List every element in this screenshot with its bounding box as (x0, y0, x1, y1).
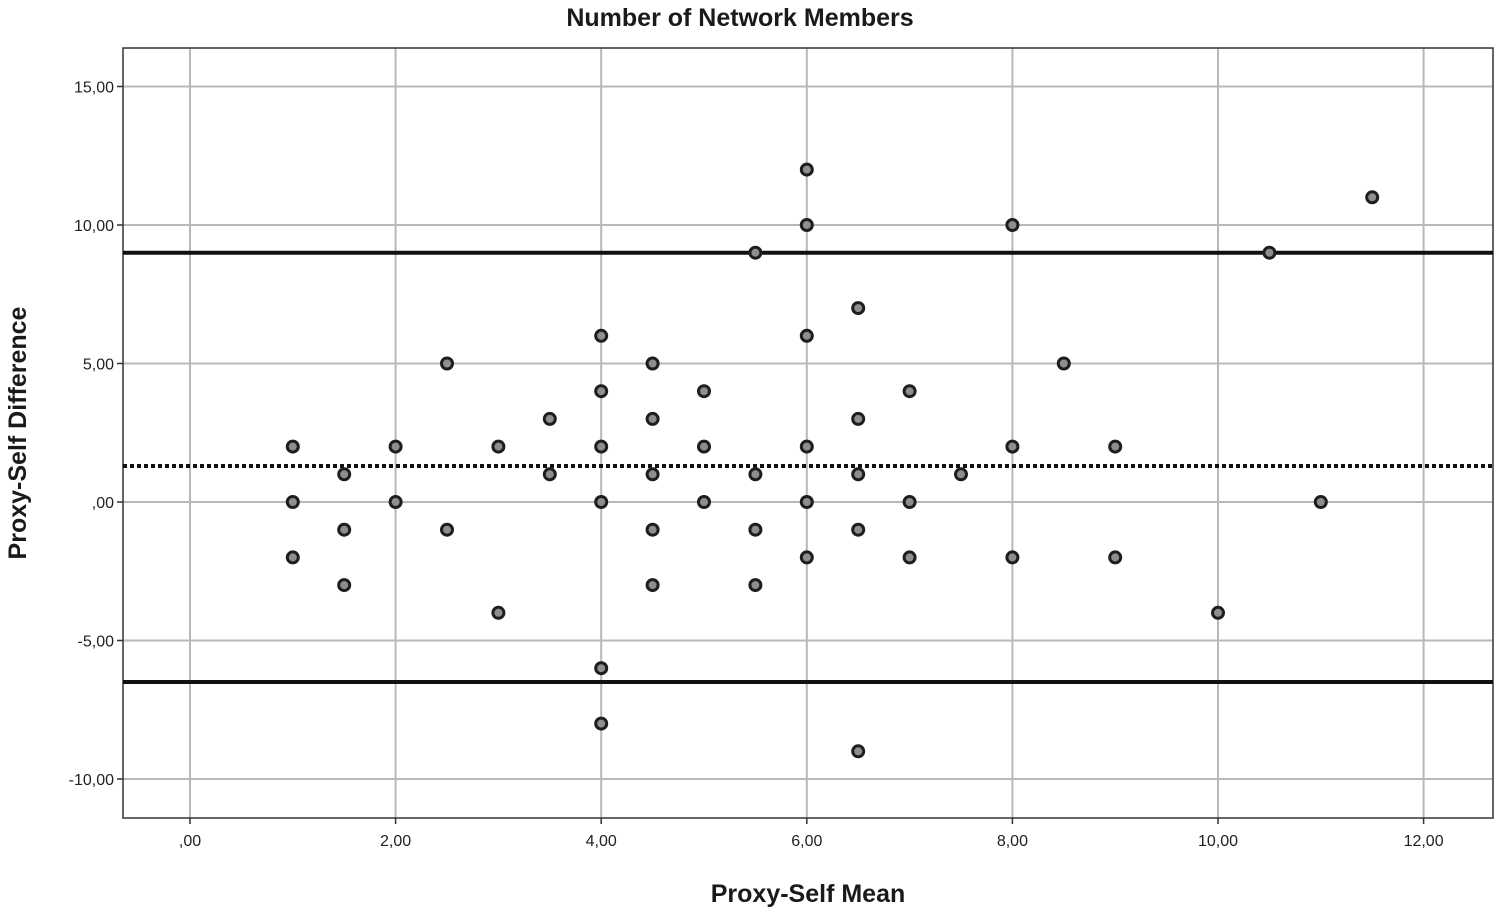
data-point (645, 522, 660, 537)
data-point (645, 411, 660, 426)
data-point (337, 578, 352, 593)
reference-lines (123, 250, 1493, 685)
data-point (954, 467, 968, 482)
data-point (388, 439, 403, 454)
chart-title: Number of Network Members (566, 4, 913, 32)
x-tick-label: 4,00 (586, 833, 617, 850)
data-point (748, 245, 763, 260)
x-axis-label: Proxy-Self Mean (711, 880, 906, 908)
data-point (594, 716, 609, 731)
data-point (851, 744, 866, 759)
y-tick-label: ,00 (92, 495, 114, 512)
x-tick-label: 10,00 (1198, 833, 1238, 850)
data-point (1108, 439, 1123, 454)
data-point (285, 550, 300, 565)
data-point (851, 467, 866, 482)
data-point (594, 328, 609, 343)
data-point (1005, 218, 1020, 232)
data-point (285, 495, 300, 509)
data-point (748, 578, 763, 593)
data-point (799, 328, 814, 343)
data-point (542, 467, 557, 482)
data-points (285, 162, 1380, 759)
data-point (851, 522, 866, 537)
y-tick-label: -10,00 (69, 772, 114, 789)
data-point (799, 218, 814, 232)
y-tick-label: -5,00 (78, 634, 115, 651)
data-point (697, 384, 711, 399)
data-point (285, 439, 300, 454)
x-tick-label: 2,00 (380, 833, 411, 850)
data-point (440, 522, 454, 537)
x-tick-label: ,00 (179, 833, 201, 850)
y-axis-ticks: 15,00 10,00 5,00 ,00 -5,00 -10,00 (69, 80, 123, 789)
x-axis-ticks: ,00 2,00 4,00 6,00 8,00 10,00 12,00 (179, 818, 1444, 850)
data-point (902, 384, 917, 399)
data-point (491, 439, 506, 454)
data-point (542, 411, 557, 426)
x-tick-label: 12,00 (1404, 833, 1444, 850)
x-tick-label: 6,00 (791, 833, 822, 850)
data-point (1262, 245, 1277, 260)
x-tick-label: 8,00 (997, 833, 1028, 850)
data-point (491, 605, 506, 620)
y-tick-label: 15,00 (74, 80, 114, 97)
plot-frame (122, 47, 1494, 819)
data-point (645, 356, 660, 371)
data-point (594, 384, 609, 399)
data-point (594, 495, 609, 509)
y-tick-label: 10,00 (74, 218, 114, 235)
data-point (1365, 190, 1380, 205)
data-point (902, 495, 917, 509)
data-point (799, 495, 814, 509)
data-point (748, 522, 763, 537)
data-point (1056, 356, 1071, 371)
data-point (799, 550, 814, 565)
data-point (1211, 605, 1225, 620)
data-point (645, 467, 660, 482)
data-point (1005, 550, 1020, 565)
data-point (1005, 439, 1020, 454)
data-point (337, 522, 352, 537)
data-point (748, 467, 763, 482)
data-point (1313, 495, 1328, 509)
data-point (851, 301, 866, 316)
data-point (594, 661, 609, 676)
data-point (697, 439, 711, 454)
y-tick-label: 5,00 (83, 357, 114, 374)
data-point (851, 411, 866, 426)
data-point (440, 356, 454, 371)
data-point (902, 550, 917, 565)
data-point (337, 467, 352, 482)
y-axis-label: Proxy-Self Difference (4, 306, 32, 559)
data-point (594, 439, 609, 454)
data-point (388, 495, 403, 509)
data-point (1108, 550, 1123, 565)
data-point (697, 495, 711, 509)
data-point (799, 439, 814, 454)
data-point (799, 162, 814, 177)
data-point (645, 578, 660, 593)
